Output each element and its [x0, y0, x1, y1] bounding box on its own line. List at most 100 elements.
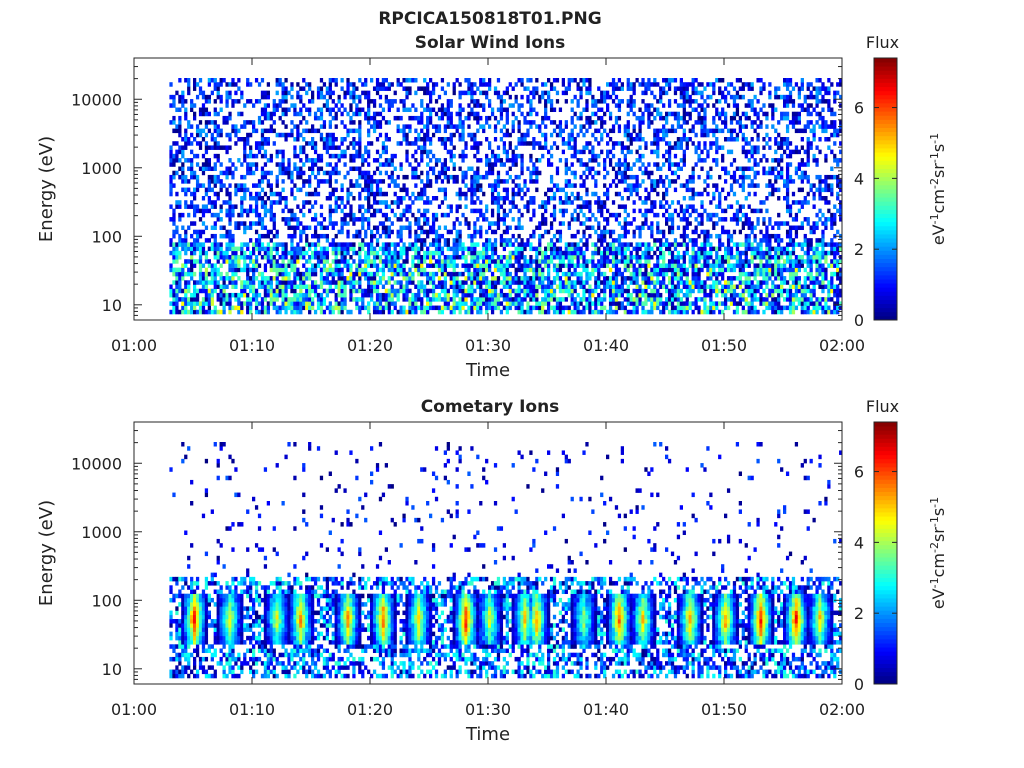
heatmap-cell [414, 263, 418, 268]
heatmap-cell [187, 90, 191, 96]
heatmap-cell [576, 191, 580, 197]
heatmap-cell [228, 90, 232, 96]
heatmap-cell [635, 78, 639, 83]
heatmap-cell [231, 246, 235, 252]
heatmap-cell [337, 305, 341, 311]
heatmap-cell [375, 238, 380, 243]
heatmap-cell [603, 246, 607, 252]
heatmap-cell [390, 208, 394, 214]
heatmap-cell [225, 115, 229, 121]
heatmap-cell [414, 78, 418, 83]
heatmap-cell [281, 111, 285, 117]
heatmap-cell [396, 183, 400, 188]
heatmap-cell [555, 250, 560, 256]
heatmap-cell [190, 149, 194, 155]
heatmap-cell [408, 267, 412, 273]
heatmap-cell [322, 259, 327, 264]
heatmap-cell [426, 292, 430, 298]
heatmap-cell [331, 280, 335, 285]
heatmap-cell [358, 196, 362, 201]
heatmap-cell [538, 94, 542, 100]
heatmap-cell [296, 301, 300, 306]
heatmap-cell [228, 200, 232, 205]
heatmap-cell [608, 115, 613, 121]
heatmap-cell [331, 221, 335, 226]
heatmap-cell [346, 233, 350, 239]
heatmap-cell [219, 208, 223, 214]
heatmap-cell [496, 107, 501, 113]
heatmap-cell [358, 78, 362, 83]
heatmap-cell [311, 242, 315, 247]
heatmap-cell [417, 288, 421, 294]
heatmap-cell [570, 263, 574, 268]
heatmap-cell [473, 200, 477, 205]
heatmap-cell [358, 107, 362, 113]
heatmap-cell [257, 120, 262, 125]
heatmap-cell [281, 217, 285, 222]
heatmap-cell [608, 233, 613, 239]
heatmap-cell [198, 229, 203, 235]
heatmap-cell [558, 200, 563, 205]
heatmap-cell [346, 132, 350, 138]
heatmap-cell [402, 137, 406, 142]
heatmap-cell [547, 259, 551, 264]
heatmap-cell [358, 309, 362, 315]
heatmap-cell [405, 292, 409, 298]
heatmap-cell [470, 183, 474, 188]
heatmap-cell [175, 153, 179, 159]
heatmap-cell [502, 284, 506, 290]
heatmap-cell [464, 276, 468, 281]
heatmap-cell [431, 153, 436, 159]
heatmap-cell [446, 204, 450, 209]
heatmap-cell [437, 115, 442, 121]
heatmap-cell [396, 78, 400, 83]
heatmap-cell [600, 208, 604, 214]
heatmap-cell [375, 82, 380, 87]
heatmap-cell [588, 288, 592, 294]
heatmap-cell [378, 292, 383, 298]
heatmap-cell [641, 120, 645, 125]
heatmap-cell [319, 78, 324, 83]
heatmap-cell [638, 263, 642, 268]
heatmap-cell [346, 191, 350, 197]
heatmap-cell [178, 238, 182, 243]
heatmap-cell [213, 191, 217, 197]
heatmap-cell [313, 158, 318, 163]
heatmap-cell [257, 99, 262, 104]
heatmap-cell [488, 78, 492, 83]
heatmap-cell [378, 255, 383, 260]
heatmap-cell [290, 250, 294, 256]
heatmap-cell [473, 187, 477, 193]
heatmap-cell [352, 288, 356, 294]
heatmap-cell [499, 94, 504, 100]
heatmap-cell [449, 276, 453, 281]
heatmap-cell [358, 229, 362, 235]
heatmap-cell [281, 271, 285, 277]
heatmap-cell [650, 82, 654, 87]
heatmap-cell [635, 259, 639, 264]
heatmap-cell [207, 99, 211, 104]
heatmap-cell [629, 137, 633, 142]
heatmap-cell [234, 90, 238, 96]
heatmap-cell [184, 301, 188, 306]
heatmap-cell [278, 255, 282, 260]
heatmap-cell [547, 242, 551, 247]
heatmap-cell [532, 196, 536, 201]
heatmap-cell [296, 204, 300, 209]
heatmap-cell [659, 242, 663, 247]
heatmap-cell [603, 191, 607, 197]
heatmap-cell [662, 183, 666, 188]
heatmap-cell [520, 158, 524, 163]
heatmap-cell [555, 183, 560, 188]
heatmap-cell [411, 170, 415, 176]
heatmap-cell [175, 90, 179, 96]
heatmap-cell [538, 276, 542, 281]
heatmap-cell [370, 259, 374, 264]
heatmap-cell [231, 174, 235, 180]
heatmap-cell [311, 170, 315, 176]
heatmap-cell [541, 309, 545, 315]
heatmap-cell [355, 288, 359, 294]
heatmap-cell [272, 212, 276, 218]
heatmap-cell [529, 99, 533, 104]
heatmap-cell [346, 267, 350, 273]
